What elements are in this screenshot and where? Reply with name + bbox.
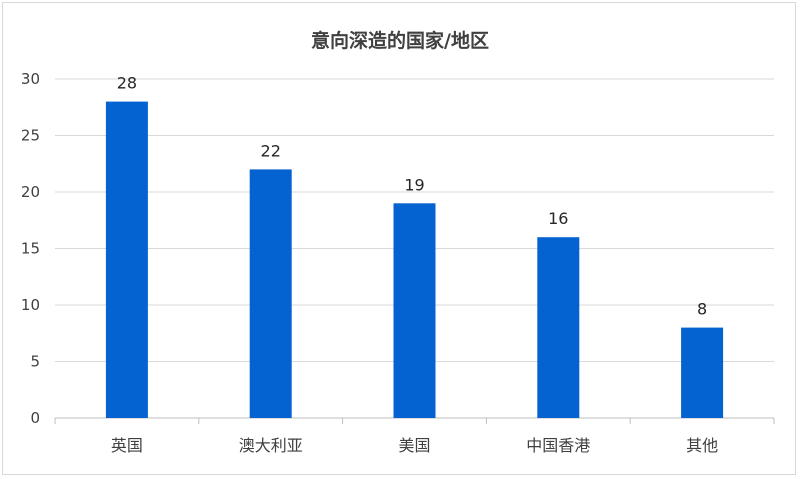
- bar: [393, 203, 436, 418]
- category-label: 英国: [111, 436, 143, 455]
- y-tick-label: 25: [21, 127, 40, 145]
- y-tick-label: 15: [21, 240, 40, 258]
- axes: [54, 417, 775, 424]
- data-label: 28: [117, 74, 137, 93]
- bar: [681, 327, 724, 418]
- data-labels: 28 22 19 16 8: [117, 74, 707, 319]
- data-label: 8: [697, 300, 707, 319]
- category-label: 其他: [686, 436, 718, 455]
- bar: [537, 237, 580, 418]
- bars: [105, 101, 724, 418]
- chart-title: 意向深造的国家/地区: [311, 29, 489, 52]
- category-labels: 英国 澳大利亚 美国 中国香港 其他: [111, 436, 718, 455]
- y-tick-label: 30: [21, 70, 40, 88]
- data-label: 19: [404, 175, 424, 194]
- bar: [249, 169, 292, 418]
- y-tick-label: 10: [21, 296, 40, 314]
- y-tick-label: 5: [30, 353, 40, 371]
- data-label: 16: [548, 209, 568, 228]
- y-tick-labels: 0 5 10 15 20 25 30: [21, 70, 40, 427]
- bar-chart: 意向深造的国家/地区 0 5 10 15 20 25 30 28 22 19 16 8 英国 澳大利亚…: [21, 29, 775, 455]
- y-tick-label: 0: [30, 409, 40, 427]
- category-label: 澳大利亚: [239, 436, 303, 455]
- category-label: 美国: [398, 436, 430, 455]
- bar: [105, 101, 148, 418]
- data-label: 22: [261, 141, 281, 160]
- category-label: 中国香港: [526, 436, 590, 455]
- y-tick-label: 20: [21, 183, 40, 201]
